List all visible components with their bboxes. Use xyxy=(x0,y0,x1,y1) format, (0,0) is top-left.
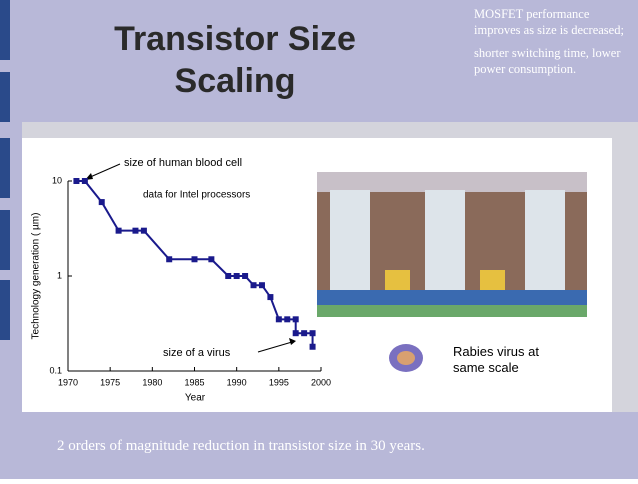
y-tick-label: 10 xyxy=(52,175,62,185)
note: shorter switching time, lower power cons… xyxy=(474,46,621,76)
data-line xyxy=(76,180,314,347)
x-tick-label: 1975 xyxy=(100,377,120,387)
data-point xyxy=(301,330,308,337)
edge-bar xyxy=(0,280,10,340)
x-tick-label: 1995 xyxy=(269,377,289,387)
y-tick-label: 1 xyxy=(57,270,62,280)
data-point xyxy=(140,227,147,234)
x-tick-label: 1970 xyxy=(58,377,78,387)
edge-bar xyxy=(0,210,10,270)
data-point xyxy=(258,282,265,289)
slide-title: Transistor Size Scaling xyxy=(114,20,356,100)
data-point xyxy=(267,294,274,301)
annotation: data for Intel processors xyxy=(143,190,250,201)
slide-caption: 2 orders of magnitude reduction in trans… xyxy=(57,438,425,454)
data-point xyxy=(292,330,299,337)
data-point xyxy=(208,256,215,263)
arrow xyxy=(257,341,293,353)
data-point xyxy=(233,273,240,279)
data-point xyxy=(191,256,198,263)
edge-bar xyxy=(0,0,10,60)
note: MOSFET performance improves as size is d… xyxy=(474,7,624,37)
x-tick-label: 2000 xyxy=(311,377,331,387)
x-tick-label: 1980 xyxy=(142,377,162,387)
photo xyxy=(317,172,587,372)
annotation: size of human blood cell xyxy=(124,157,242,169)
data-point xyxy=(309,343,316,350)
edge-bar xyxy=(0,138,10,198)
data-point xyxy=(292,316,299,323)
data-point xyxy=(242,273,249,279)
data-point xyxy=(132,227,139,234)
annotation: size of a virus xyxy=(163,347,231,359)
data-point xyxy=(98,199,105,206)
data-point xyxy=(275,316,282,323)
data-point xyxy=(81,178,88,184)
photo-caption: Rabies virus at same scale xyxy=(453,344,539,375)
y-axis-label: Technology generation ( µm) xyxy=(31,213,42,340)
data-point xyxy=(166,256,173,263)
arrow-head xyxy=(289,338,296,345)
x-axis-label: Year xyxy=(185,393,206,404)
x-tick-label: 1985 xyxy=(184,377,204,387)
data-point xyxy=(284,316,291,323)
data-point xyxy=(309,330,316,337)
notes: MOSFET performance improves as size is d… xyxy=(474,6,634,77)
data-point xyxy=(250,282,257,289)
edge-bar xyxy=(0,72,10,122)
arrow xyxy=(87,163,121,179)
data-point xyxy=(225,273,232,279)
data-point xyxy=(73,178,80,184)
x-tick-label: 1990 xyxy=(227,377,247,387)
data-point xyxy=(115,227,122,234)
y-tick-label: 0.1 xyxy=(49,365,62,375)
